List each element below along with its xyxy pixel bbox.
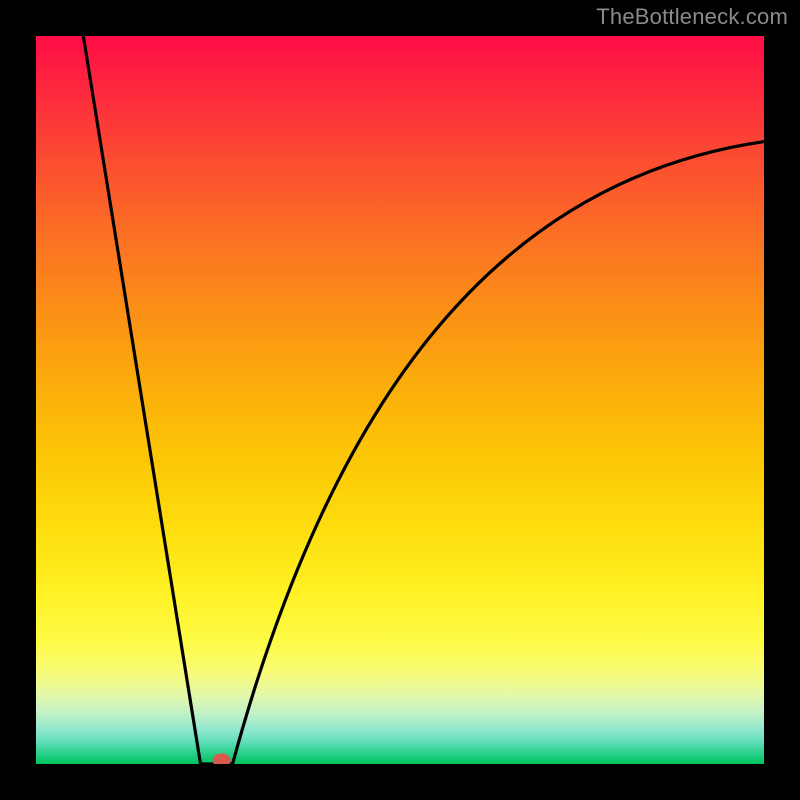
chart-canvas: TheBottleneck.com bbox=[0, 0, 800, 800]
gradient-background bbox=[36, 36, 764, 764]
plot-svg bbox=[36, 36, 764, 764]
watermark-text: TheBottleneck.com bbox=[596, 4, 788, 30]
plot-area bbox=[36, 36, 764, 764]
